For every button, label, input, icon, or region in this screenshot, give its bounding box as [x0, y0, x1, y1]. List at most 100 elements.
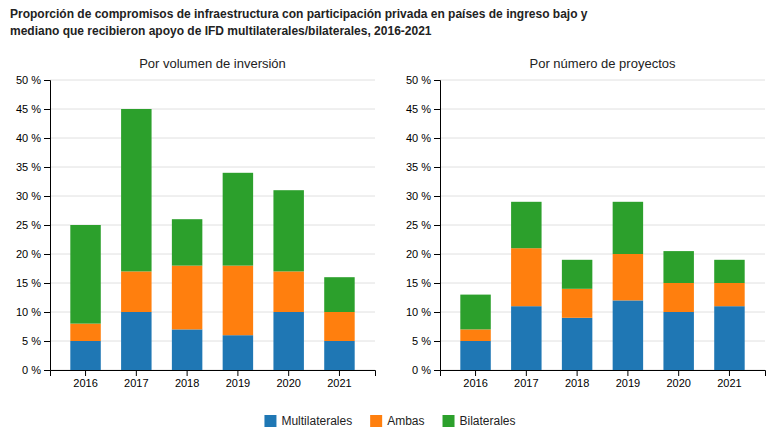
tick-mark — [44, 196, 50, 197]
bar-segment — [121, 109, 151, 271]
tick-mark — [434, 341, 440, 342]
series — [460, 248, 744, 341]
bar-segment — [223, 173, 253, 266]
y-tick-label: 0 % — [22, 364, 41, 376]
x-tick-label: 2019 — [226, 377, 250, 389]
bar-segment — [562, 289, 592, 318]
x-axis: 201620172018201920202021 — [441, 370, 766, 389]
y-tick: 25 % — [406, 219, 440, 231]
y-tick: 20 % — [16, 248, 50, 260]
y-tick-label: 25 % — [16, 219, 41, 231]
y-tick: 30 % — [406, 190, 440, 202]
bar-segment — [714, 283, 744, 306]
tick-mark — [434, 283, 440, 284]
tick-mark — [44, 138, 50, 139]
bar-segment — [663, 251, 693, 283]
bar-segment — [273, 271, 303, 312]
chart-title: Proporción de compromisos de infraestruc… — [10, 6, 587, 40]
axis-domain — [51, 371, 376, 377]
legend-swatch — [370, 415, 382, 427]
legend-label: Bilaterales — [460, 414, 516, 428]
grid-line — [50, 109, 375, 110]
x-tick-label: 2019 — [616, 377, 640, 389]
x-axis: 201620172018201920202021 — [51, 370, 376, 389]
bar-segment — [511, 248, 541, 306]
y-tick: 35 % — [406, 161, 440, 173]
tick-mark — [434, 196, 440, 197]
tick-mark — [288, 370, 289, 376]
bar-segment — [324, 341, 354, 370]
bars — [70, 109, 354, 370]
legend: Multilaterales Ambas Bilaterales — [264, 414, 515, 428]
x-tick: 2016 — [463, 370, 487, 389]
x-tick-label: 2020 — [666, 377, 690, 389]
y-tick: 40 % — [16, 132, 50, 144]
y-tick-label: 0 % — [412, 364, 431, 376]
series — [70, 266, 354, 341]
bar-segment — [223, 335, 253, 370]
subtitle: Por número de proyectos — [530, 56, 676, 71]
x-tick: 2019 — [226, 370, 250, 389]
y-tick: 20 % — [406, 248, 440, 260]
grid-line — [440, 225, 765, 226]
legend-item: Ambas — [370, 414, 424, 428]
tick-mark — [44, 370, 50, 371]
axis-domain — [44, 81, 51, 371]
y-tick: 50 % — [406, 74, 440, 86]
y-tick-label: 50 % — [16, 74, 41, 86]
plot: 2016201720182019202020210 %5 %10 %15 %20… — [406, 56, 766, 389]
y-tick-label: 45 % — [16, 103, 41, 115]
grid-line — [440, 167, 765, 168]
x-tick: 2020 — [276, 370, 300, 389]
bar-segment — [663, 283, 693, 312]
tick-mark — [729, 370, 730, 376]
y-tick-label: 5 % — [22, 335, 41, 347]
grid — [440, 80, 765, 370]
bar-segment — [460, 295, 490, 330]
grid-line — [440, 254, 765, 255]
tick-mark — [44, 254, 50, 255]
x-tick: 2018 — [175, 370, 199, 389]
y-tick-label: 40 % — [16, 132, 41, 144]
y-tick-label: 15 % — [16, 277, 41, 289]
y-axis: 0 %5 %10 %15 %20 %25 %30 %35 %40 %45 %50… — [406, 74, 441, 376]
x-tick-label: 2020 — [276, 377, 300, 389]
bar-segment — [70, 341, 100, 370]
tick-mark — [434, 312, 440, 313]
x-tick: 2019 — [616, 370, 640, 389]
tick-mark — [434, 225, 440, 226]
y-tick-label: 20 % — [16, 248, 41, 260]
y-tick: 10 % — [406, 306, 440, 318]
tick-mark — [434, 138, 440, 139]
tick-mark — [526, 370, 527, 376]
y-tick: 10 % — [16, 306, 50, 318]
x-tick-label: 2017 — [124, 377, 148, 389]
bar-segment — [562, 260, 592, 289]
y-tick-label: 40 % — [406, 132, 431, 144]
bar-segment — [172, 219, 202, 265]
y-tick: 15 % — [406, 277, 440, 289]
x-tick-label: 2018 — [175, 377, 199, 389]
bar-segment — [613, 254, 643, 300]
bar-segment — [70, 324, 100, 341]
tick-mark — [434, 80, 440, 81]
subtitle: Por volumen de inversión — [139, 56, 286, 71]
y-tick: 0 % — [412, 364, 440, 376]
chart-canvas: 2016201720182019202020210 %5 %10 %15 %20… — [0, 0, 780, 438]
y-tick: 15 % — [16, 277, 50, 289]
series — [70, 312, 354, 370]
bar-segment — [613, 300, 643, 370]
y-tick: 50 % — [16, 74, 50, 86]
y-tick: 0 % — [22, 364, 50, 376]
x-tick-label: 2017 — [514, 377, 538, 389]
tick-mark — [44, 341, 50, 342]
tick-mark — [44, 80, 50, 81]
x-tick: 2017 — [514, 370, 538, 389]
y-tick-label: 25 % — [406, 219, 431, 231]
x-tick: 2016 — [73, 370, 97, 389]
legend-item: Multilaterales — [264, 414, 352, 428]
grid-line — [440, 196, 765, 197]
grid-line — [50, 80, 375, 81]
y-tick-label: 15 % — [406, 277, 431, 289]
y-tick: 25 % — [16, 219, 50, 231]
